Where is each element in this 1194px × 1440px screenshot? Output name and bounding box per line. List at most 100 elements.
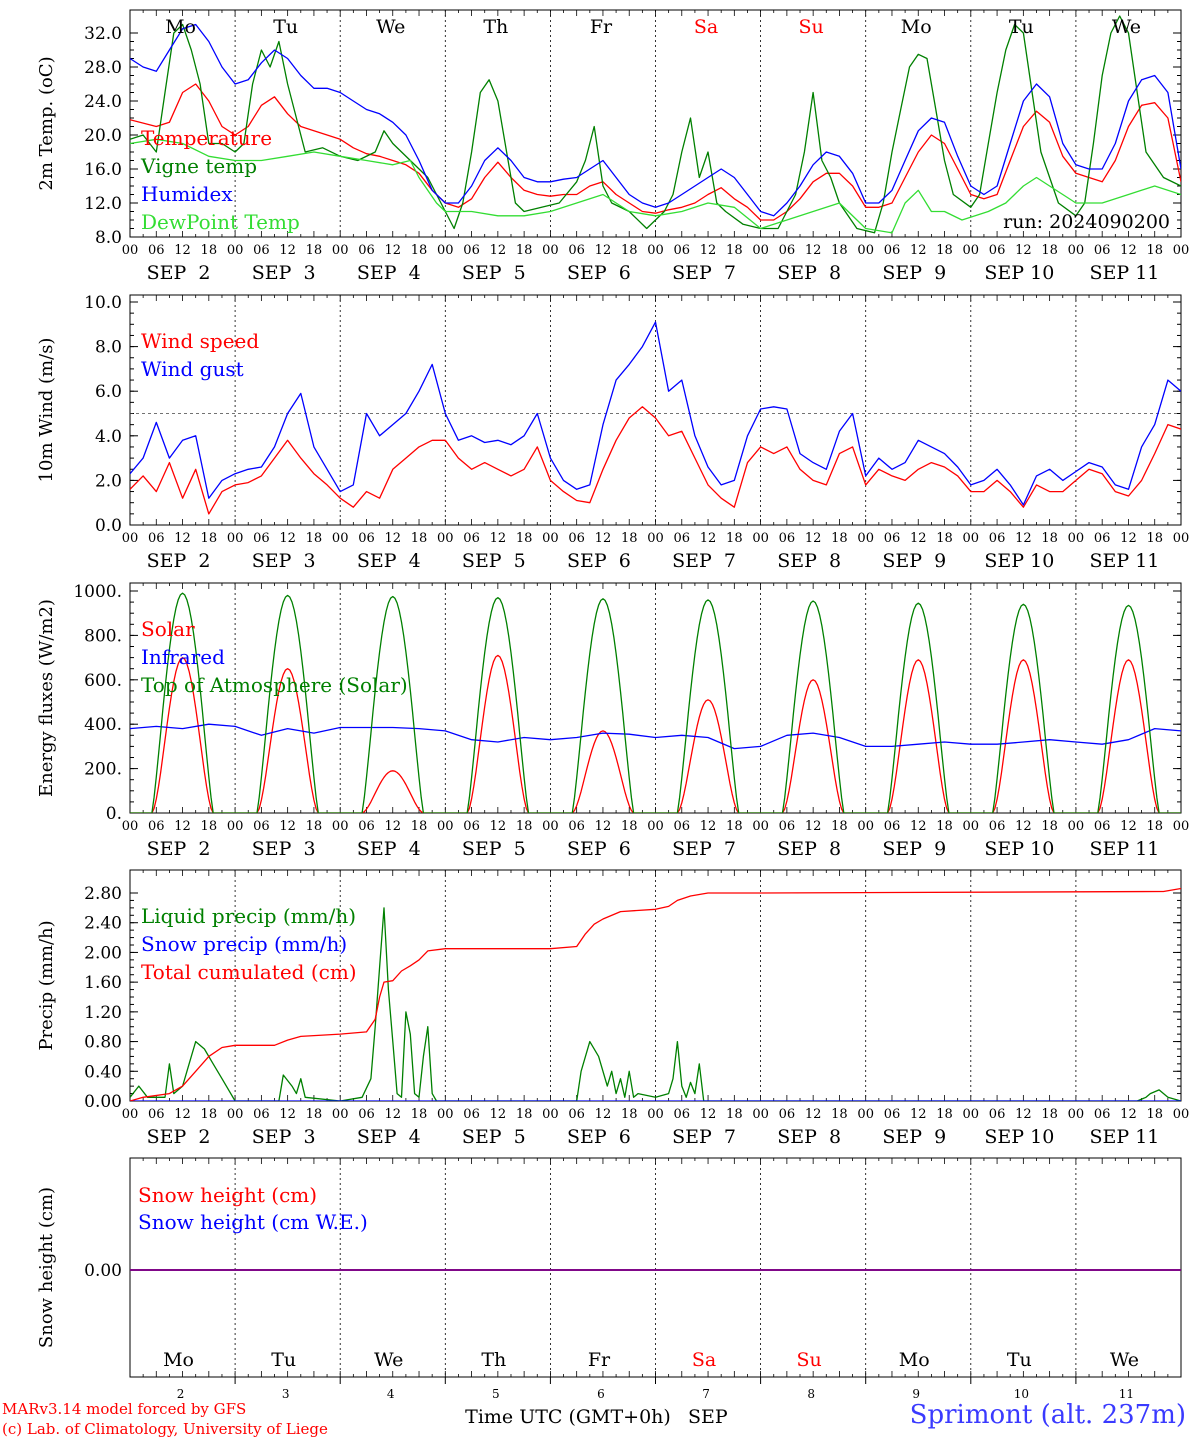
hour-tick-label: 18: [1146, 243, 1163, 258]
date-label: SEP 6: [567, 262, 631, 284]
hour-tick-label: 06: [1094, 243, 1111, 258]
y-tick-label: 20.0: [84, 126, 122, 146]
date-label: SEP 5: [462, 550, 526, 572]
date-label: SEP 2: [147, 550, 211, 572]
hour-tick-label: 06: [253, 531, 270, 546]
y-axis-label: 2m Temp. (oC): [36, 56, 57, 190]
hour-tick-label: 18: [936, 531, 953, 546]
hour-tick-label: 12: [490, 531, 507, 546]
date-label: SEP 6: [567, 550, 631, 572]
hour-tick-label: 18: [831, 1107, 848, 1122]
hour-tick-label: 18: [201, 819, 218, 834]
hour-tick-label: 00: [437, 819, 454, 834]
date-label: SEP 2: [147, 262, 211, 284]
hour-tick-label: 18: [306, 243, 323, 258]
hour-tick-label: 06: [148, 1107, 165, 1122]
hour-tick-label: 00: [332, 819, 349, 834]
hour-tick-label: 18: [621, 819, 638, 834]
panel-1: 8.0 12.0 16.0 20.0 24.0 28.0 32.0 2m Temp. (oC)…: [36, 9, 1189, 284]
hour-tick-label: 12: [805, 243, 822, 258]
series-group: [130, 592, 1181, 813]
hour-tick-label: 06: [358, 1107, 375, 1122]
hour-tick-label: 00: [122, 819, 139, 834]
lab-credit: (c) Lab. of Climatology, University of L…: [2, 1420, 328, 1438]
day-number: 6: [597, 1387, 605, 1401]
hour-tick-label: 06: [148, 819, 165, 834]
hour-tick-label: 00: [1068, 531, 1085, 546]
hour-tick-label: 18: [516, 1107, 533, 1122]
hour-tick-label: 06: [358, 819, 375, 834]
hour-tick-label: 12: [805, 819, 822, 834]
day-name-top: Tu: [273, 16, 298, 38]
hour-tick-label: 18: [516, 243, 533, 258]
hour-tick-label: 00: [857, 819, 874, 834]
y-tick-label: 800.: [84, 626, 122, 646]
hour-tick-label: 12: [490, 819, 507, 834]
hour-tick-label: 12: [910, 1107, 927, 1122]
y-tick-label: 1000.: [73, 582, 122, 602]
hour-tick-label: 00: [752, 1107, 769, 1122]
date-label: SEP 3: [252, 1126, 316, 1148]
hour-tick-label: 18: [1041, 819, 1058, 834]
hour-tick-label: 18: [1146, 819, 1163, 834]
hour-tick-label: 00: [437, 243, 454, 258]
hour-tick-label: 00: [1173, 531, 1190, 546]
y-axis-label: Precip (mm/h): [36, 920, 57, 1050]
y-axis-label: 10m Wind (m/s): [36, 338, 57, 483]
date-label: SEP 10: [984, 838, 1054, 860]
legend-entry: Vigne temp: [140, 154, 257, 178]
hour-tick-label: 18: [306, 531, 323, 546]
hour-tick-label: 12: [910, 531, 927, 546]
date-label: SEP 8: [777, 262, 841, 284]
date-label: SEP 7: [672, 262, 736, 284]
hour-tick-label: 06: [463, 243, 480, 258]
hour-tick-label: 18: [516, 819, 533, 834]
hour-tick-label: 06: [779, 819, 796, 834]
hour-tick-label: 00: [647, 819, 664, 834]
hour-tick-label: 12: [384, 243, 401, 258]
legend-entry: Solar: [141, 617, 195, 641]
hour-tick-label: 00: [542, 531, 559, 546]
hour-tick-label: 18: [1041, 243, 1058, 258]
hour-tick-label: 18: [411, 243, 428, 258]
hour-tick-label: 12: [1015, 1107, 1032, 1122]
hour-tick-label: 00: [1068, 819, 1085, 834]
date-label: SEP 9: [882, 550, 946, 572]
hour-tick-label: 18: [1146, 1107, 1163, 1122]
hour-tick-label: 18: [411, 531, 428, 546]
date-label: SEP 11: [1090, 1126, 1160, 1148]
hour-tick-label: 06: [1094, 531, 1111, 546]
date-label: SEP 4: [357, 838, 421, 860]
day-name-bottom: Sa: [692, 1349, 716, 1371]
hour-tick-label: 00: [332, 531, 349, 546]
hour-tick-label: 18: [411, 1107, 428, 1122]
date-label: SEP 5: [462, 1126, 526, 1148]
date-label: SEP 5: [462, 262, 526, 284]
date-label: SEP 9: [882, 1126, 946, 1148]
hour-tick-label: 00: [752, 819, 769, 834]
hour-tick-label: 18: [1041, 531, 1058, 546]
hour-tick-label: 00: [227, 531, 244, 546]
y-tick-label: 200.: [84, 760, 122, 780]
hour-tick-label: 06: [568, 243, 585, 258]
hour-tick-label: 06: [253, 819, 270, 834]
panel-3: 0. 200. 400. 600. 800. 1000. Energy fluxes (W/…: [36, 582, 1189, 860]
y-tick-label: 600.: [84, 671, 122, 691]
series-line-temperature: [130, 83, 1181, 221]
day-name-top: Mo: [901, 16, 932, 38]
y-tick-label: 0.80: [84, 1033, 122, 1053]
day-name-top: Fr: [590, 16, 613, 38]
date-label: SEP 3: [252, 262, 316, 284]
hour-tick-label: 00: [542, 1107, 559, 1122]
hour-tick-label: 06: [989, 819, 1006, 834]
hour-tick-label: 06: [1094, 819, 1111, 834]
legend-entry: Total cumulated (cm): [141, 960, 357, 984]
day-number: 7: [702, 1387, 710, 1401]
date-label: SEP 8: [777, 838, 841, 860]
hour-tick-label: 00: [963, 1107, 980, 1122]
date-label: SEP 2: [147, 1126, 211, 1148]
hour-tick-label: 18: [621, 531, 638, 546]
y-tick-label: 2.40: [84, 914, 122, 934]
hour-tick-label: 12: [384, 531, 401, 546]
hour-tick-label: 00: [437, 531, 454, 546]
